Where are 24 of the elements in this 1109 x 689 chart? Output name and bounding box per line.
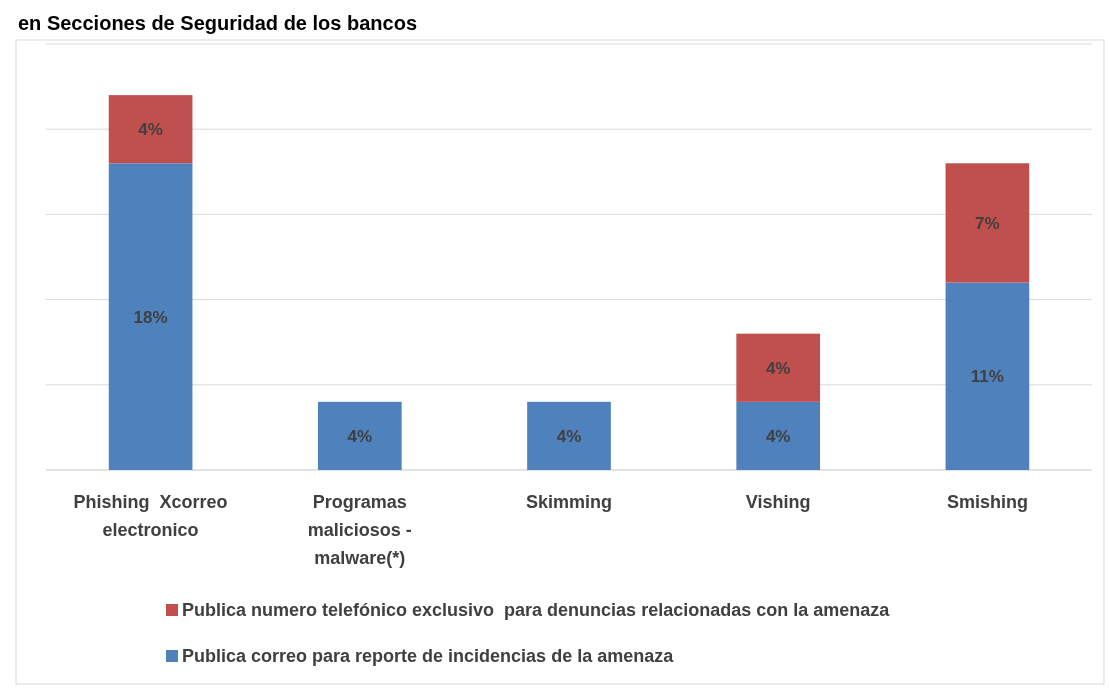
data-label: 11% <box>970 367 1004 387</box>
data-label: 4% <box>765 426 791 446</box>
bar <box>108 95 193 164</box>
data-label: 4% <box>765 358 791 378</box>
bar <box>527 401 611 470</box>
legend-label: Publica correo para reporte de incidencias de la amenaza <box>182 646 675 666</box>
x-tick-label: Programas maliciosos - malware(*) <box>307 492 412 568</box>
legend-label: Publica numero telefónico exclusivo para denuncias relacionadas con la amenaza <box>182 600 891 620</box>
data-label: 7% <box>975 213 1000 233</box>
x-tick-label: Smishing <box>946 492 1028 512</box>
data-label: 18% <box>133 307 168 327</box>
x-tick-label: Skimming <box>525 492 613 512</box>
chart-title: en Secciones de Seguridad de los bancos <box>18 12 418 34</box>
bar <box>736 401 821 470</box>
x-tick-label: Phishing Xcorreo electronico <box>73 492 228 540</box>
data-label: 4% <box>347 426 373 446</box>
bar <box>945 163 1030 283</box>
bar <box>317 401 402 470</box>
bar <box>945 282 1030 470</box>
bar <box>736 333 821 402</box>
data-label: 4% <box>138 120 163 140</box>
bar <box>108 163 193 470</box>
data-label: 4% <box>556 426 582 446</box>
x-tick-label: Vishing <box>745 492 811 512</box>
